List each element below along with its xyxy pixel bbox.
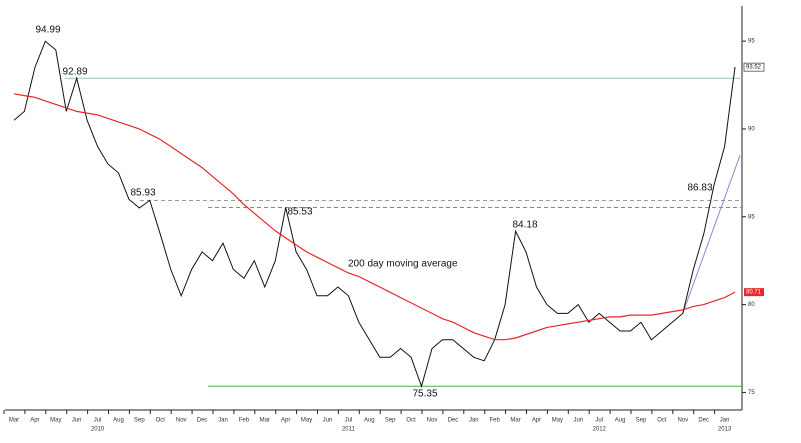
x-tick-label: Mar (260, 418, 270, 424)
annotation: 92.89 (62, 67, 87, 78)
y-tick-label: 90 (748, 127, 755, 133)
x-tick-label: Aug (113, 418, 124, 424)
annotation: 85.53 (287, 207, 312, 218)
ma-label: 200 day moving average (348, 259, 458, 270)
x-tick-label: Jun (573, 418, 583, 424)
x-tick-label: Dec (698, 418, 709, 424)
x-tick-label: Aug (615, 418, 626, 424)
year-label: 2012 (593, 427, 607, 433)
x-tick-label: Jun (323, 418, 333, 424)
x-tick-label: Apr (30, 418, 39, 424)
x-tick-label: Sep (134, 418, 145, 424)
last-price-box (743, 62, 765, 72)
annotation: 86.83 (687, 183, 712, 194)
x-tick-label: Mar (510, 418, 520, 424)
x-tick-label: Oct (657, 418, 667, 424)
y-tick-label: 85 (748, 214, 755, 220)
x-tick-label: Jul (595, 418, 603, 424)
x-tick-label: Jan (720, 418, 730, 424)
year-label: 2010 (91, 427, 105, 433)
x-tick-label: Nov (427, 418, 438, 424)
annotation: 94.99 (35, 25, 60, 36)
x-tick-label: Dec (448, 418, 459, 424)
x-tick-label: Sep (636, 418, 647, 424)
annotation: 75.35 (412, 389, 437, 400)
x-tick-label: Mar (9, 418, 19, 424)
price-line (13, 40, 736, 388)
x-tick-label: Jun (72, 418, 82, 424)
x-tick-label: Oct (406, 418, 416, 424)
ma-line (13, 93, 736, 341)
year-label: 2013 (718, 427, 732, 433)
annotation: 84.18 (512, 220, 537, 231)
x-tick-label: Nov (176, 418, 187, 424)
x-tick-label: Oct (156, 418, 166, 424)
x-tick-label: Sep (385, 418, 396, 424)
trend-line (682, 155, 741, 314)
x-tick-label: Jan (469, 418, 479, 424)
x-tick-label: Dec (197, 418, 208, 424)
x-tick-label: Apr (532, 418, 541, 424)
x-tick-label: Feb (490, 418, 501, 424)
x-tick-label: May (50, 418, 61, 424)
x-tick-label: Aug (364, 418, 375, 424)
annotation: 85.93 (130, 188, 155, 199)
x-tick-label: May (301, 418, 312, 424)
x-tick-label: Feb (239, 418, 250, 424)
ma-last-label: 80.71 (746, 290, 762, 296)
x-tick-label: Jul (345, 418, 353, 424)
y-tick-label: 75 (748, 390, 755, 396)
ma-last-box (744, 288, 764, 297)
last-price-label: 93.52 (746, 65, 762, 71)
x-tick-label: May (552, 418, 563, 424)
year-label: 2011 (342, 427, 356, 433)
x-tick-label: Jul (94, 418, 102, 424)
x-tick-label: Apr (281, 418, 290, 424)
y-tick-label: 80 (748, 302, 755, 308)
x-tick-label: Jan (218, 418, 228, 424)
y-tick-label: 95 (748, 39, 755, 45)
x-tick-label: Nov (677, 418, 688, 424)
